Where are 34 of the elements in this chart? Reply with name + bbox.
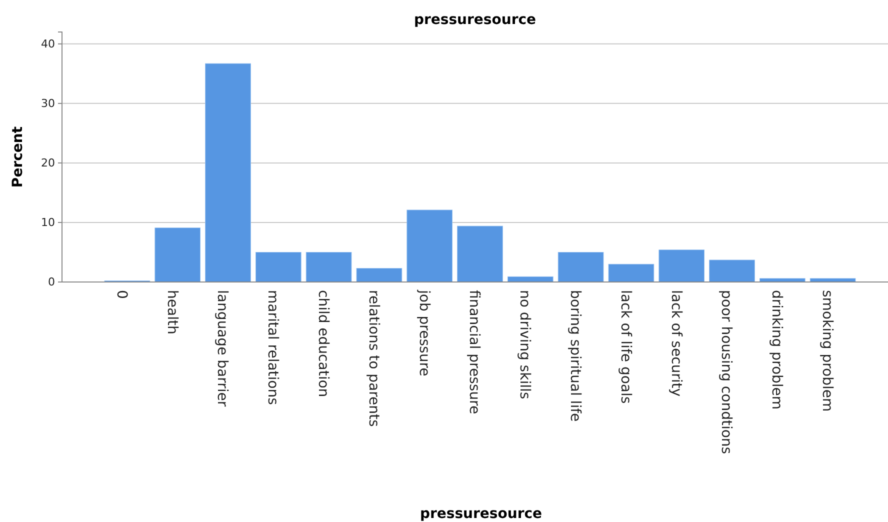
bar <box>709 260 755 282</box>
chart-title: pressuresource <box>414 12 536 28</box>
x-tick-label: smoking problem <box>818 290 835 412</box>
bar <box>558 252 604 282</box>
bar <box>154 228 201 282</box>
y-axis-title: Percent <box>10 126 26 188</box>
x-tick-label: 0 <box>113 290 130 299</box>
x-tick-label: health <box>164 290 180 334</box>
x-axis-title: pressuresource <box>420 506 542 522</box>
bar <box>608 264 654 282</box>
x-tick-label: language barrier <box>214 290 230 407</box>
bar <box>406 210 453 282</box>
bar <box>658 250 705 282</box>
x-tick-label: lack of life goals <box>617 290 634 404</box>
y-tick-label: 40 <box>41 37 55 50</box>
x-tick-label: boring spiritual life <box>566 290 583 422</box>
y-tick-label: 30 <box>41 96 55 110</box>
y-tick-label: 0 <box>48 276 55 289</box>
bar <box>205 63 251 282</box>
y-tick-label: 20 <box>41 156 55 170</box>
x-tick-label: no driving skills <box>516 290 533 400</box>
bar <box>306 252 352 282</box>
x-tick-label: job pressure <box>416 289 432 376</box>
x-tick-label: financial pressure <box>466 290 482 414</box>
x-tick-label: drinking problem <box>768 290 785 410</box>
y-tick-label: 10 <box>41 216 55 229</box>
bar <box>356 268 402 282</box>
bar <box>457 226 503 282</box>
x-tick-label: marital relations <box>264 290 281 405</box>
x-tick-label: lack of security <box>668 290 684 397</box>
bar <box>255 252 302 282</box>
x-tick-label: poor housing condtions <box>718 290 734 454</box>
x-tick-label: child education <box>314 290 331 398</box>
x-tick-label: relations to parents <box>365 290 382 427</box>
